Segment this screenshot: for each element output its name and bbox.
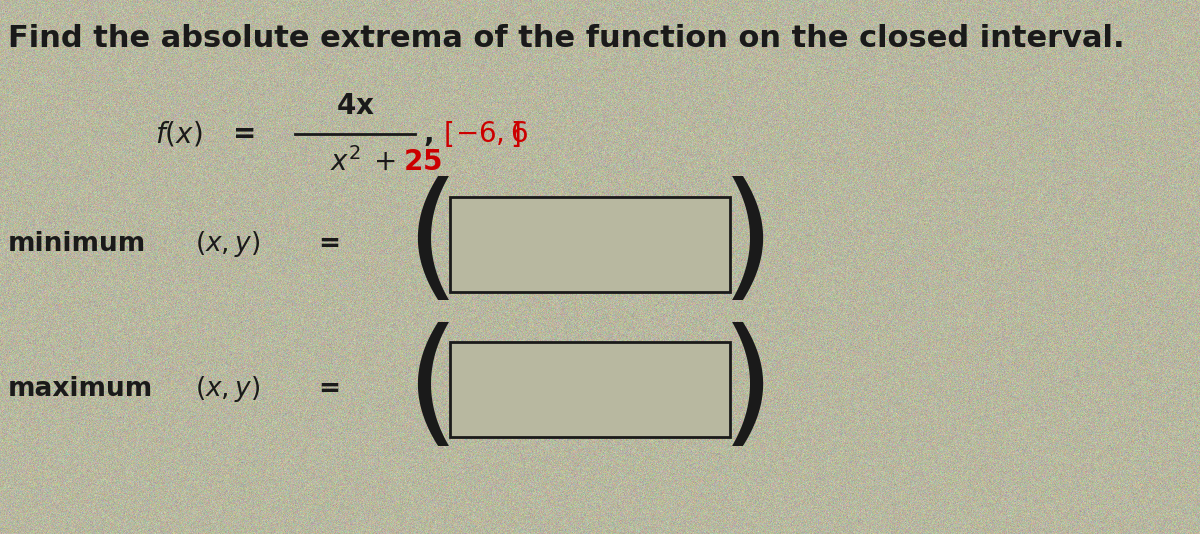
Text: (: ( xyxy=(406,321,458,457)
Text: $(x, y)$: $(x, y)$ xyxy=(194,229,260,259)
Text: $\mathbf{25}$: $\mathbf{25}$ xyxy=(403,148,442,176)
Text: =: = xyxy=(318,376,340,402)
Text: $\mathbf{4x}$: $\mathbf{4x}$ xyxy=(336,92,374,120)
Text: ): ) xyxy=(721,321,775,457)
Text: $x^2$: $x^2$ xyxy=(330,147,360,177)
Text: Find the absolute extrema of the function on the closed interval.: Find the absolute extrema of the functio… xyxy=(8,24,1124,53)
Text: $]$: $]$ xyxy=(510,119,521,149)
Text: =: = xyxy=(233,120,257,148)
Text: ,: , xyxy=(424,120,433,148)
Text: $(x, y)$: $(x, y)$ xyxy=(194,374,260,404)
FancyBboxPatch shape xyxy=(450,342,730,436)
Text: $[$: $[$ xyxy=(443,119,454,149)
FancyBboxPatch shape xyxy=(450,197,730,292)
Text: $f(x)$: $f(x)$ xyxy=(155,120,203,148)
Text: =: = xyxy=(318,231,340,257)
Text: minimum: minimum xyxy=(8,231,146,257)
Text: (: ( xyxy=(406,177,458,311)
Text: $-6, 6$: $-6, 6$ xyxy=(455,120,528,148)
Text: ): ) xyxy=(721,177,775,311)
Text: maximum: maximum xyxy=(8,376,154,402)
Text: $+ $: $+ $ xyxy=(373,148,395,176)
